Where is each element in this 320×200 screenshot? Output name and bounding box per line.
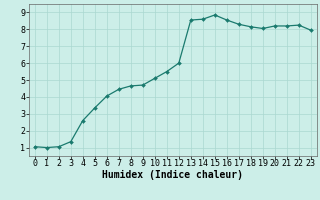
X-axis label: Humidex (Indice chaleur): Humidex (Indice chaleur) <box>102 170 243 180</box>
